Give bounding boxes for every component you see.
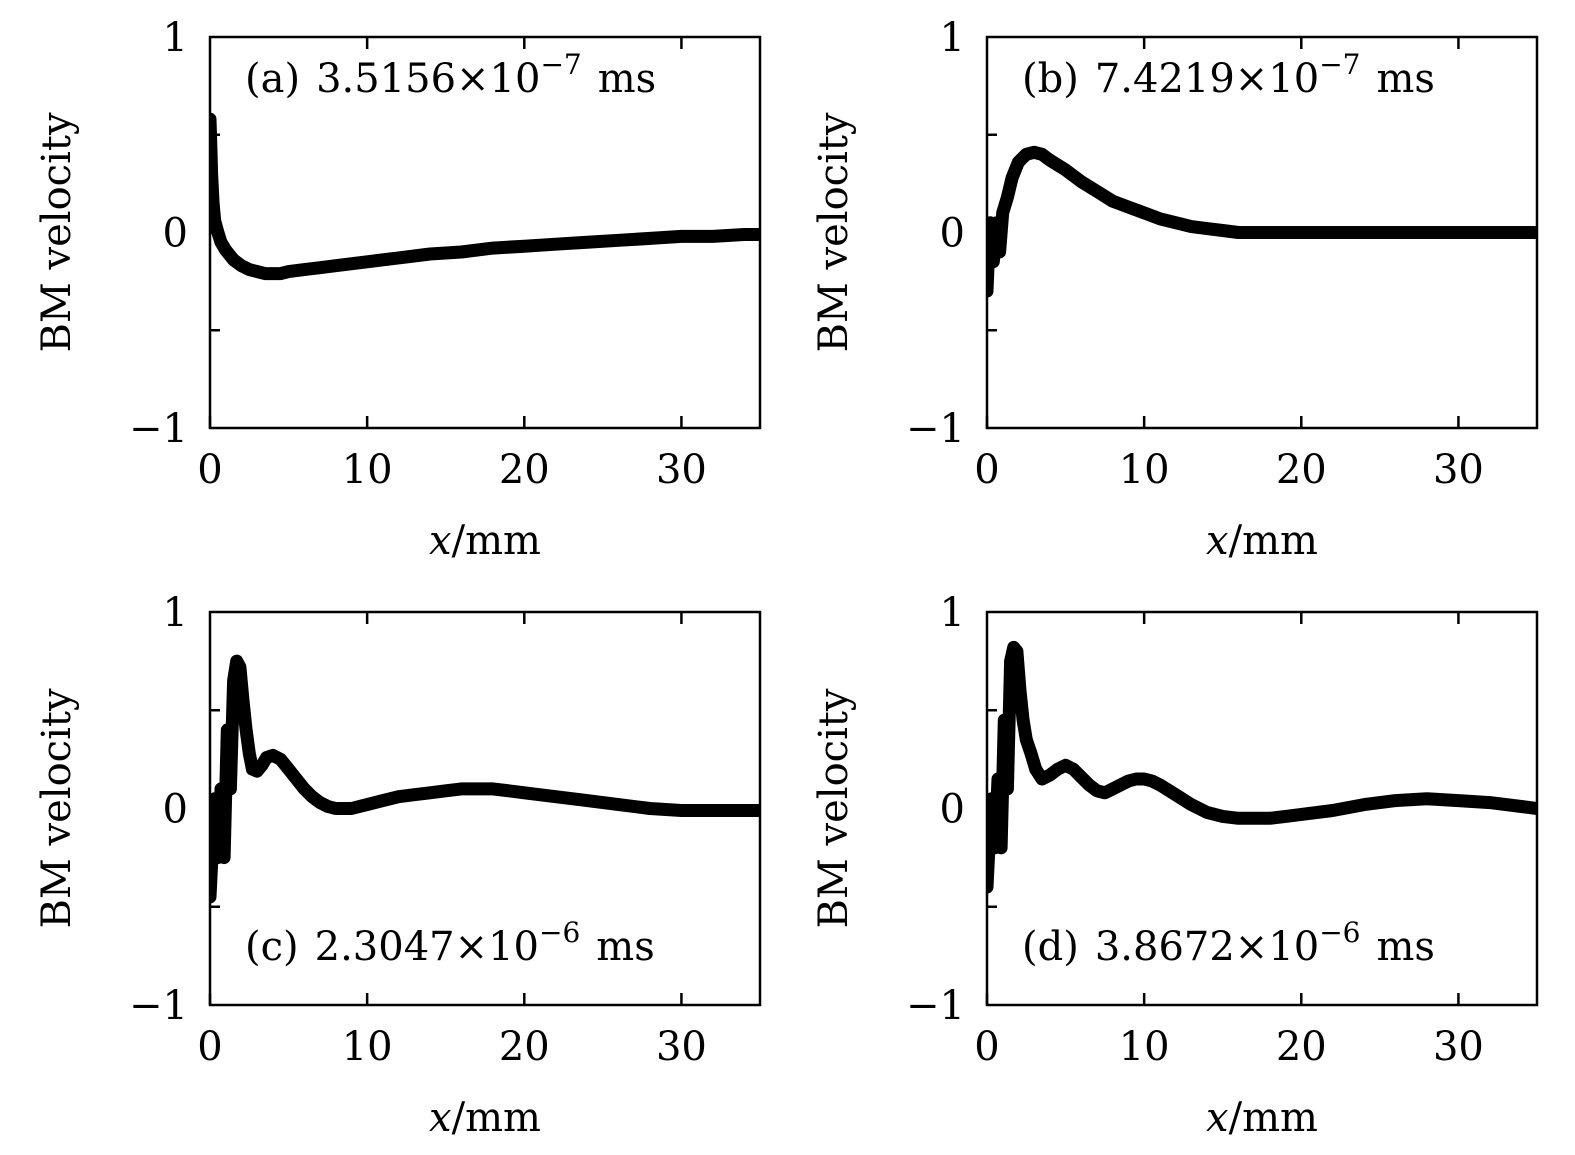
x-tick-label: 20	[1276, 447, 1327, 493]
x-tick-label: 10	[1119, 447, 1170, 493]
time-mantissa: 3.8672	[1095, 924, 1235, 970]
y-tick-label: 0	[940, 787, 965, 833]
x-tick-label: 0	[197, 1024, 222, 1070]
exponent-base: 10	[1268, 924, 1319, 970]
x-axis-variable: x	[1206, 518, 1229, 564]
times-sign: ×	[1235, 56, 1269, 102]
time-mantissa: 2.3047	[315, 924, 455, 970]
panel-annotation: (d) 3.8672×10−6 ms	[1022, 916, 1435, 970]
x-tick-label: 0	[974, 447, 999, 493]
exponent-base: 10	[1268, 56, 1319, 102]
y-tick-label: 0	[940, 211, 965, 257]
y-axis-label: BM velocity	[811, 688, 857, 928]
x-axis-label: x/mm	[429, 1095, 541, 1141]
exponent: −6	[1319, 916, 1360, 949]
panel-annotation: (b) 7.4219×10−7 ms	[1022, 48, 1435, 102]
x-tick-label: 30	[656, 447, 707, 493]
times-sign: ×	[456, 56, 490, 102]
panel-letter: (c)	[245, 924, 299, 970]
time-unit: ms	[596, 924, 654, 970]
times-sign: ×	[455, 924, 489, 970]
x-axis-variable: x	[1206, 1095, 1229, 1141]
y-tick-label: 1	[163, 590, 188, 636]
y-tick-label: 1	[163, 15, 188, 61]
y-axis-label: BM velocity	[34, 688, 80, 928]
x-axis-variable: x	[429, 1095, 452, 1141]
x-tick-label: 30	[1433, 447, 1484, 493]
y-axis-label: BM velocity	[811, 112, 857, 352]
velocity-curve	[987, 640, 1537, 894]
y-tick-label: −1	[129, 983, 188, 1029]
y-tick-label: 1	[940, 590, 965, 636]
panel-annotation: (a) 3.5156×10−7 ms	[245, 48, 656, 102]
x-axis-label: x/mm	[429, 518, 541, 564]
y-tick-label: 0	[163, 787, 188, 833]
y-tick-label: 1	[940, 15, 965, 61]
x-tick-label: 30	[1433, 1024, 1484, 1070]
time-unit: ms	[598, 56, 656, 102]
x-tick-label: 0	[197, 447, 222, 493]
panel-letter: (a)	[245, 56, 300, 102]
x-axis-label: x/mm	[1206, 1095, 1318, 1141]
time-mantissa: 3.5156	[316, 56, 456, 102]
x-tick-label: 20	[1276, 1024, 1327, 1070]
exponent-base: 10	[490, 56, 541, 102]
velocity-curve	[210, 654, 760, 904]
x-tick-label: 30	[656, 1024, 707, 1070]
exponent: −7	[1319, 48, 1360, 81]
velocity-curve	[987, 145, 1537, 298]
x-axis-unit: /mm	[1229, 518, 1318, 564]
x-axis-unit: /mm	[1229, 1095, 1318, 1141]
x-axis-variable: x	[429, 518, 452, 564]
time-unit: ms	[1377, 924, 1435, 970]
y-axis-label: BM velocity	[34, 112, 80, 352]
exponent-base: 10	[488, 924, 539, 970]
panel-letter: (d)	[1022, 924, 1079, 970]
time-mantissa: 7.4219	[1095, 56, 1235, 102]
x-tick-label: 20	[499, 447, 550, 493]
exponent: −6	[539, 916, 580, 949]
x-axis-unit: /mm	[452, 1095, 541, 1141]
x-tick-label: 10	[342, 447, 393, 493]
time-unit: ms	[1377, 56, 1435, 102]
velocity-curve	[210, 112, 760, 281]
x-axis-label: x/mm	[1206, 518, 1318, 564]
y-tick-label: −1	[906, 406, 965, 452]
y-tick-label: −1	[129, 406, 188, 452]
panel-letter: (b)	[1022, 56, 1079, 102]
exponent: −7	[540, 48, 581, 81]
x-tick-label: 0	[974, 1024, 999, 1070]
x-tick-label: 20	[499, 1024, 550, 1070]
panel-annotation: (c) 2.3047×10−6 ms	[245, 916, 655, 970]
y-tick-label: −1	[906, 983, 965, 1029]
x-tick-label: 10	[342, 1024, 393, 1070]
times-sign: ×	[1235, 924, 1269, 970]
x-axis-unit: /mm	[452, 518, 541, 564]
y-tick-label: 0	[163, 211, 188, 257]
x-tick-label: 10	[1119, 1024, 1170, 1070]
